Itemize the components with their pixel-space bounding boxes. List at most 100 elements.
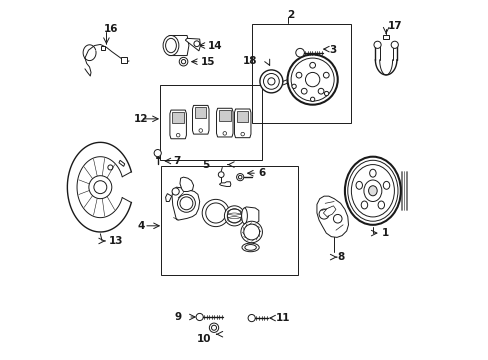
Ellipse shape — [377, 201, 384, 209]
Text: 11: 11 — [275, 313, 289, 323]
Text: 15: 15 — [200, 57, 214, 67]
Circle shape — [373, 41, 380, 48]
Circle shape — [323, 72, 328, 78]
Text: 8: 8 — [337, 252, 344, 262]
Bar — [161, 166, 297, 275]
Polygon shape — [192, 105, 208, 134]
Ellipse shape — [383, 181, 389, 189]
Text: 13: 13 — [109, 236, 123, 246]
Circle shape — [310, 97, 314, 102]
Text: 6: 6 — [258, 168, 265, 178]
Circle shape — [177, 194, 195, 212]
Circle shape — [324, 91, 328, 96]
Polygon shape — [244, 207, 258, 225]
Circle shape — [295, 48, 304, 57]
Polygon shape — [172, 112, 183, 123]
Ellipse shape — [344, 157, 400, 225]
Polygon shape — [101, 45, 105, 50]
Circle shape — [194, 41, 199, 46]
Circle shape — [176, 134, 180, 137]
Circle shape — [180, 197, 192, 210]
Circle shape — [305, 72, 319, 87]
Circle shape — [267, 78, 274, 85]
Ellipse shape — [361, 201, 367, 209]
Circle shape — [291, 84, 296, 89]
Circle shape — [244, 224, 259, 240]
Polygon shape — [219, 182, 230, 186]
Circle shape — [236, 174, 244, 181]
Circle shape — [224, 206, 244, 226]
Text: 7: 7 — [173, 156, 180, 166]
Polygon shape — [169, 110, 186, 139]
Circle shape — [238, 175, 242, 179]
Circle shape — [218, 172, 224, 177]
Circle shape — [241, 132, 244, 136]
Circle shape — [296, 72, 301, 78]
Ellipse shape — [165, 39, 176, 53]
Circle shape — [333, 215, 341, 223]
Circle shape — [318, 88, 323, 94]
Circle shape — [287, 54, 337, 105]
Circle shape — [205, 203, 225, 223]
Circle shape — [94, 181, 106, 194]
Ellipse shape — [351, 165, 394, 217]
Text: 4: 4 — [138, 221, 145, 231]
Text: 2: 2 — [286, 10, 294, 20]
Ellipse shape — [363, 180, 381, 202]
Circle shape — [247, 315, 255, 321]
Polygon shape — [195, 107, 206, 118]
Text: 12: 12 — [133, 114, 147, 124]
Circle shape — [290, 58, 333, 101]
Polygon shape — [234, 109, 250, 138]
Text: 10: 10 — [196, 333, 211, 343]
Polygon shape — [121, 57, 126, 63]
Bar — [160, 85, 262, 160]
Ellipse shape — [242, 243, 259, 252]
Ellipse shape — [355, 181, 362, 189]
Circle shape — [319, 209, 328, 219]
Circle shape — [390, 41, 398, 48]
Polygon shape — [316, 196, 348, 237]
Polygon shape — [172, 187, 199, 220]
Text: 14: 14 — [207, 41, 222, 50]
Text: 5: 5 — [202, 159, 209, 170]
Ellipse shape — [347, 160, 397, 221]
Circle shape — [108, 165, 113, 170]
Text: 9: 9 — [174, 312, 182, 322]
Ellipse shape — [244, 244, 256, 250]
Circle shape — [209, 323, 218, 332]
Text: 16: 16 — [104, 24, 118, 35]
Circle shape — [241, 221, 262, 243]
Circle shape — [211, 325, 216, 330]
Polygon shape — [237, 111, 248, 122]
Ellipse shape — [369, 169, 375, 177]
Circle shape — [263, 73, 279, 89]
Ellipse shape — [241, 208, 247, 224]
Circle shape — [196, 314, 203, 320]
Polygon shape — [169, 36, 188, 55]
Polygon shape — [119, 160, 124, 166]
Circle shape — [309, 62, 315, 68]
Polygon shape — [185, 39, 200, 51]
Text: 18: 18 — [242, 55, 257, 66]
Polygon shape — [219, 110, 230, 121]
Text: 1: 1 — [381, 228, 388, 238]
Bar — [252, 24, 350, 123]
Polygon shape — [180, 177, 193, 192]
Polygon shape — [323, 206, 335, 217]
Circle shape — [260, 70, 282, 93]
Ellipse shape — [368, 186, 376, 196]
Circle shape — [223, 132, 226, 135]
Circle shape — [301, 88, 306, 94]
Polygon shape — [165, 194, 171, 202]
Circle shape — [181, 59, 185, 64]
Circle shape — [172, 188, 179, 195]
Ellipse shape — [163, 36, 179, 55]
Circle shape — [89, 176, 112, 199]
Text: 17: 17 — [387, 21, 402, 31]
Circle shape — [227, 209, 241, 223]
Polygon shape — [216, 108, 233, 137]
Circle shape — [154, 149, 161, 157]
Circle shape — [199, 129, 202, 132]
Circle shape — [202, 199, 229, 226]
